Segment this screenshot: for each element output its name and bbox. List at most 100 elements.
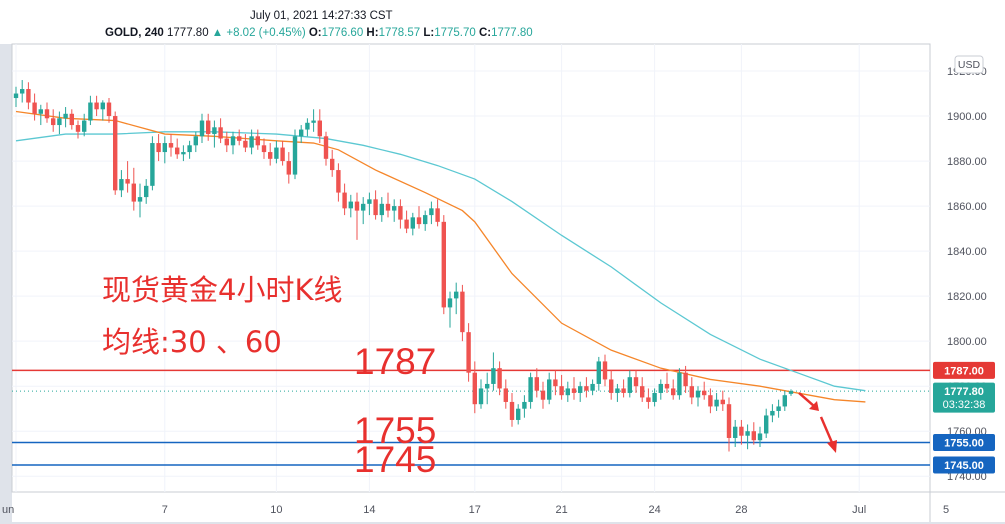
- candle-body: [361, 203, 366, 211]
- candle-body: [596, 361, 601, 384]
- candle-body: [125, 179, 130, 184]
- candle-body: [230, 136, 236, 146]
- candle-body: [547, 379, 552, 400]
- ma60-line: [15, 131, 866, 392]
- candle-body: [354, 201, 360, 211]
- candle-body: [485, 383, 490, 389]
- candle-body: [156, 143, 161, 153]
- open-label: O:: [308, 27, 322, 39]
- y-tick-label: 1880.00: [947, 156, 987, 168]
- candle-body: [367, 199, 372, 204]
- open-value: 1776.60: [321, 27, 364, 39]
- candle-body: [633, 377, 639, 387]
- candle-body: [441, 221, 446, 308]
- candle-body: [218, 127, 223, 139]
- candle-body: [137, 197, 143, 202]
- candle-body: [286, 161, 291, 175]
- candle-body: [100, 102, 105, 110]
- candle-body: [503, 388, 508, 402]
- y-tick-label: 1860.00: [947, 201, 987, 213]
- candle-body: [20, 89, 25, 94]
- ma30-line: [15, 110, 866, 403]
- candle-body: [224, 138, 229, 146]
- candle-body: [764, 415, 769, 434]
- candle-body: [249, 136, 254, 148]
- candle-body: [553, 379, 558, 387]
- candle-body: [75, 125, 81, 132]
- last-price-countdown: 03:32:38: [943, 399, 986, 411]
- x-tick-label: un: [2, 504, 14, 516]
- candle-body: [237, 136, 242, 141]
- last-price: 1777.80: [167, 27, 209, 39]
- candle-body: [330, 158, 335, 171]
- annotation-1787: 1787: [354, 341, 436, 382]
- candle-body: [454, 291, 459, 299]
- y-tick-label: 1840.00: [947, 246, 987, 258]
- candle-body: [13, 93, 19, 99]
- change-value: ▲ +8.02 (+0.45%): [211, 27, 306, 39]
- candle-body: [559, 386, 564, 396]
- candle-body: [751, 431, 756, 441]
- y-tick-label: 1820.00: [947, 291, 987, 303]
- close-label: C:: [478, 27, 492, 39]
- candle-body: [94, 102, 99, 110]
- candle-body: [733, 426, 738, 438]
- candle-body: [199, 120, 205, 137]
- candle-body: [677, 372, 682, 396]
- x-tick-label: 7: [162, 504, 168, 516]
- symbol-label: GOLD, 240: [105, 27, 164, 39]
- candle-body: [404, 219, 409, 229]
- candle-body: [317, 120, 322, 137]
- candle-body: [491, 368, 496, 384]
- candle-body: [311, 120, 316, 123]
- close-value: 1777.80: [491, 27, 533, 39]
- candle-body: [206, 120, 211, 135]
- candle-body: [429, 208, 434, 216]
- candle-body: [534, 377, 539, 391]
- candle-body: [261, 145, 267, 153]
- candle-body: [44, 109, 50, 119]
- candle-body: [509, 401, 515, 420]
- candle-body: [770, 410, 775, 416]
- candle-body: [782, 395, 787, 407]
- candle-body: [466, 332, 471, 373]
- candle-body: [702, 390, 707, 396]
- candle-body: [739, 426, 744, 436]
- candle-body: [63, 113, 68, 119]
- x-tick-label: Jul: [852, 504, 866, 516]
- low-label: L:: [423, 27, 435, 39]
- candle-body: [726, 404, 732, 438]
- x-tick-label: 28: [735, 504, 747, 516]
- candle-body: [82, 120, 87, 132]
- candle-body: [695, 390, 701, 398]
- header-ohlc: GOLD, 240 1777.80 ▲ +8.02 (+0.45%) O:177…: [105, 27, 533, 39]
- level-1787.00-label: 1787.00: [944, 365, 984, 377]
- candle-body: [144, 185, 149, 198]
- candle-body: [51, 118, 56, 126]
- x-tick-label: 14: [363, 504, 375, 516]
- candle-body: [447, 298, 453, 308]
- candle-body: [299, 129, 304, 137]
- projection-arrow-2: [819, 416, 835, 446]
- candle-body: [38, 109, 43, 114]
- candle-body: [708, 395, 713, 407]
- x-tick-label: 17: [469, 504, 481, 516]
- candle-body: [280, 147, 285, 162]
- candle-body: [392, 206, 397, 211]
- candle-body: [652, 392, 657, 402]
- x-tick-label: 21: [555, 504, 567, 516]
- candle-body: [175, 147, 180, 155]
- candle-body: [416, 217, 422, 225]
- candle-body: [162, 143, 167, 153]
- y-tick-label: 1740.00: [947, 471, 987, 483]
- candle-body: [472, 372, 477, 405]
- level-1755.00-badge: [933, 433, 995, 451]
- candle-body: [757, 433, 763, 441]
- candle-body: [609, 379, 614, 393]
- candle-body: [57, 118, 62, 126]
- candle-body: [435, 208, 440, 222]
- candle-body: [788, 391, 794, 394]
- projection-arrowhead-1: [809, 400, 819, 411]
- candle-body: [571, 388, 577, 393]
